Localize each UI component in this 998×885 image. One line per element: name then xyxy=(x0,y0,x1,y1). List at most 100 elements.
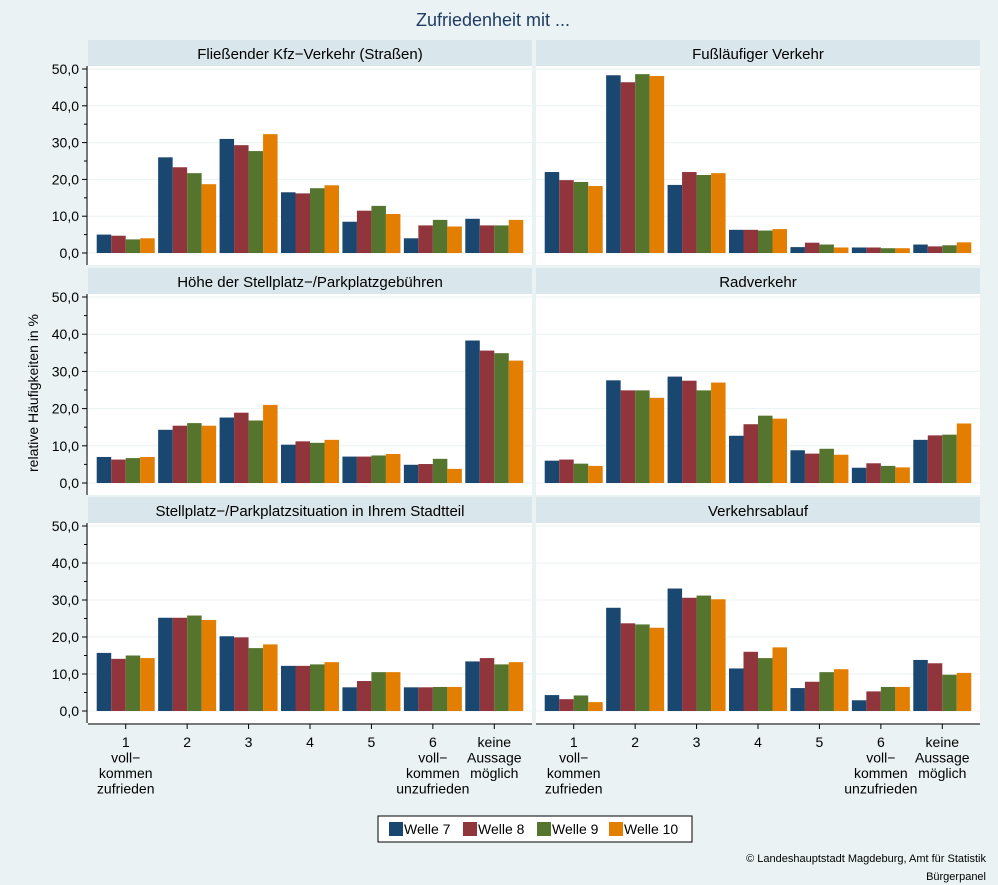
x-tick-label: 3 xyxy=(245,734,253,750)
bar-welle-8-cat-3 xyxy=(682,380,697,483)
bar-welle-7-cat-6 xyxy=(851,247,867,253)
bar-welle-9-cat-5 xyxy=(371,455,386,483)
panel-title: Höhe der Stellplatz−/Parkplatzgebühren xyxy=(177,274,443,291)
bar-welle-8-cat-7 xyxy=(927,663,943,711)
bar-welle-9-cat-2 xyxy=(635,74,650,253)
bar-welle-10-cat-3 xyxy=(263,644,278,711)
legend-label-3: Welle 9 xyxy=(552,821,599,837)
bar-welle-9-cat-4 xyxy=(758,415,773,483)
bar-welle-9-cat-6 xyxy=(880,465,896,483)
bar-welle-9-cat-4 xyxy=(758,230,773,253)
bar-welle-7-cat-3 xyxy=(667,184,683,253)
panel-title: Fließender Kfz−Verkehr (Straßen) xyxy=(197,46,423,63)
x-tick-label: 4 xyxy=(306,734,314,750)
legend-swatch-2 xyxy=(463,822,477,836)
bar-welle-7-cat-6 xyxy=(403,687,419,711)
bar-welle-7-cat-4 xyxy=(281,444,296,483)
bar-welle-9-cat-5 xyxy=(819,672,834,711)
bar-welle-7-cat-2 xyxy=(606,607,621,711)
bar-welle-7-cat-7 xyxy=(913,244,928,253)
legend: Welle 7 Welle 8 Welle 9 Welle 10 xyxy=(377,815,693,843)
panels-group: Fließender Kfz−Verkehr (Straßen) 0,0 10,0 2… xyxy=(52,40,980,797)
bar-welle-8-cat-6 xyxy=(866,463,881,483)
bar-welle-7-cat-6 xyxy=(403,238,419,253)
panel-title: Stellplatz−/Parkplatzsituation in Ihrem … xyxy=(156,503,465,520)
bar-welle-7-cat-1 xyxy=(544,695,560,711)
bar-welle-7-cat-7 xyxy=(913,659,928,711)
bar-welle-8-cat-3 xyxy=(234,637,249,711)
legend-swatch-4 xyxy=(609,822,623,836)
panel-5: Stellplatz−/Parkplatzsituation in Ihrem … xyxy=(52,497,532,797)
bar-welle-7-cat-2 xyxy=(158,429,173,483)
panel-title: Fußläufiger Verkehr xyxy=(692,46,824,63)
bar-welle-10-cat-4 xyxy=(324,662,339,711)
bar-welle-7-cat-5 xyxy=(342,221,357,253)
bar-welle-9-cat-3 xyxy=(248,648,264,711)
bar-welle-7-cat-5 xyxy=(790,688,805,711)
bar-welle-7-cat-4 xyxy=(729,668,744,711)
bar-welle-10-cat-6 xyxy=(447,226,462,253)
bar-welle-7-cat-3 xyxy=(667,376,683,483)
y-tick-label: 50,0 xyxy=(52,61,79,77)
y-tick-label: 40,0 xyxy=(52,555,79,571)
y-tick-label: 20,0 xyxy=(52,171,79,187)
chart-title: Zufriedenheit mit ... xyxy=(416,10,570,30)
y-tick-label: 10,0 xyxy=(52,208,79,224)
bar-welle-9-cat-7 xyxy=(494,664,509,711)
bar-welle-10-cat-6 xyxy=(895,467,910,483)
bar-welle-9-cat-4 xyxy=(310,442,325,483)
bar-welle-10-cat-3 xyxy=(711,599,726,711)
panel-header-bg xyxy=(88,497,532,523)
bar-welle-10-cat-7 xyxy=(508,360,524,483)
bar-welle-9-cat-1 xyxy=(573,181,589,253)
bar-welle-7-cat-1 xyxy=(96,652,112,711)
bar-welle-10-cat-4 xyxy=(772,418,787,483)
bar-welle-10-cat-5 xyxy=(833,247,849,253)
bar-welle-9-cat-7 xyxy=(494,225,509,253)
bar-welle-10-cat-7 xyxy=(508,662,524,711)
panel-header-bg xyxy=(88,40,532,66)
bar-welle-8-cat-3 xyxy=(234,145,249,253)
bar-welle-7-cat-2 xyxy=(158,157,173,253)
panel-title: Radverkehr xyxy=(719,274,797,291)
bar-welle-7-cat-5 xyxy=(790,247,805,253)
bar-welle-10-cat-4 xyxy=(772,229,787,253)
x-tick-label: 5 xyxy=(368,734,376,750)
bar-welle-8-cat-7 xyxy=(479,658,495,711)
bar-welle-9-cat-1 xyxy=(573,695,589,711)
panel-header-bg xyxy=(536,40,980,66)
bar-welle-9-cat-4 xyxy=(758,658,773,711)
bar-welle-8-cat-2 xyxy=(620,82,636,253)
bar-welle-8-cat-3 xyxy=(682,597,697,711)
y-tick-label: 50,0 xyxy=(52,518,79,534)
bar-welle-8-cat-5 xyxy=(804,242,820,253)
bar-welle-8-cat-6 xyxy=(866,691,881,711)
bar-welle-10-cat-4 xyxy=(772,647,787,711)
panel-4: Radverkehr xyxy=(536,268,980,495)
bar-welle-7-cat-4 xyxy=(729,229,744,253)
bar-welle-10-cat-1 xyxy=(588,702,603,711)
bar-welle-10-cat-3 xyxy=(711,173,726,253)
bar-welle-8-cat-1 xyxy=(559,459,574,483)
y-axis-title: relative Häufigkeiten in % xyxy=(25,314,41,472)
y-tick-label: 40,0 xyxy=(52,98,79,114)
bar-welle-9-cat-2 xyxy=(635,390,650,483)
bar-welle-10-cat-2 xyxy=(201,184,217,253)
panel-header-bg xyxy=(536,268,980,294)
bar-welle-7-cat-1 xyxy=(96,456,112,483)
y-tick-label: 10,0 xyxy=(52,666,79,682)
bar-welle-10-cat-4 xyxy=(324,185,339,253)
y-tick-label: 30,0 xyxy=(52,135,79,151)
bar-welle-7-cat-1 xyxy=(96,234,112,253)
bar-welle-8-cat-1 xyxy=(559,699,574,711)
x-tick-label: keine Aussage möglich xyxy=(915,734,970,781)
panel-3: Höhe der Stellplatz−/Parkplatzgebühren 0,… xyxy=(52,268,532,495)
x-tick-label: 1 voll− kommen zufrieden xyxy=(97,734,155,797)
bar-welle-10-cat-6 xyxy=(895,248,910,253)
panel-title: Verkehrsablauf xyxy=(708,503,809,520)
bar-welle-9-cat-2 xyxy=(187,423,202,483)
x-tick-label: 5 xyxy=(816,734,824,750)
bar-welle-9-cat-1 xyxy=(125,655,141,711)
bar-welle-10-cat-3 xyxy=(263,134,278,253)
